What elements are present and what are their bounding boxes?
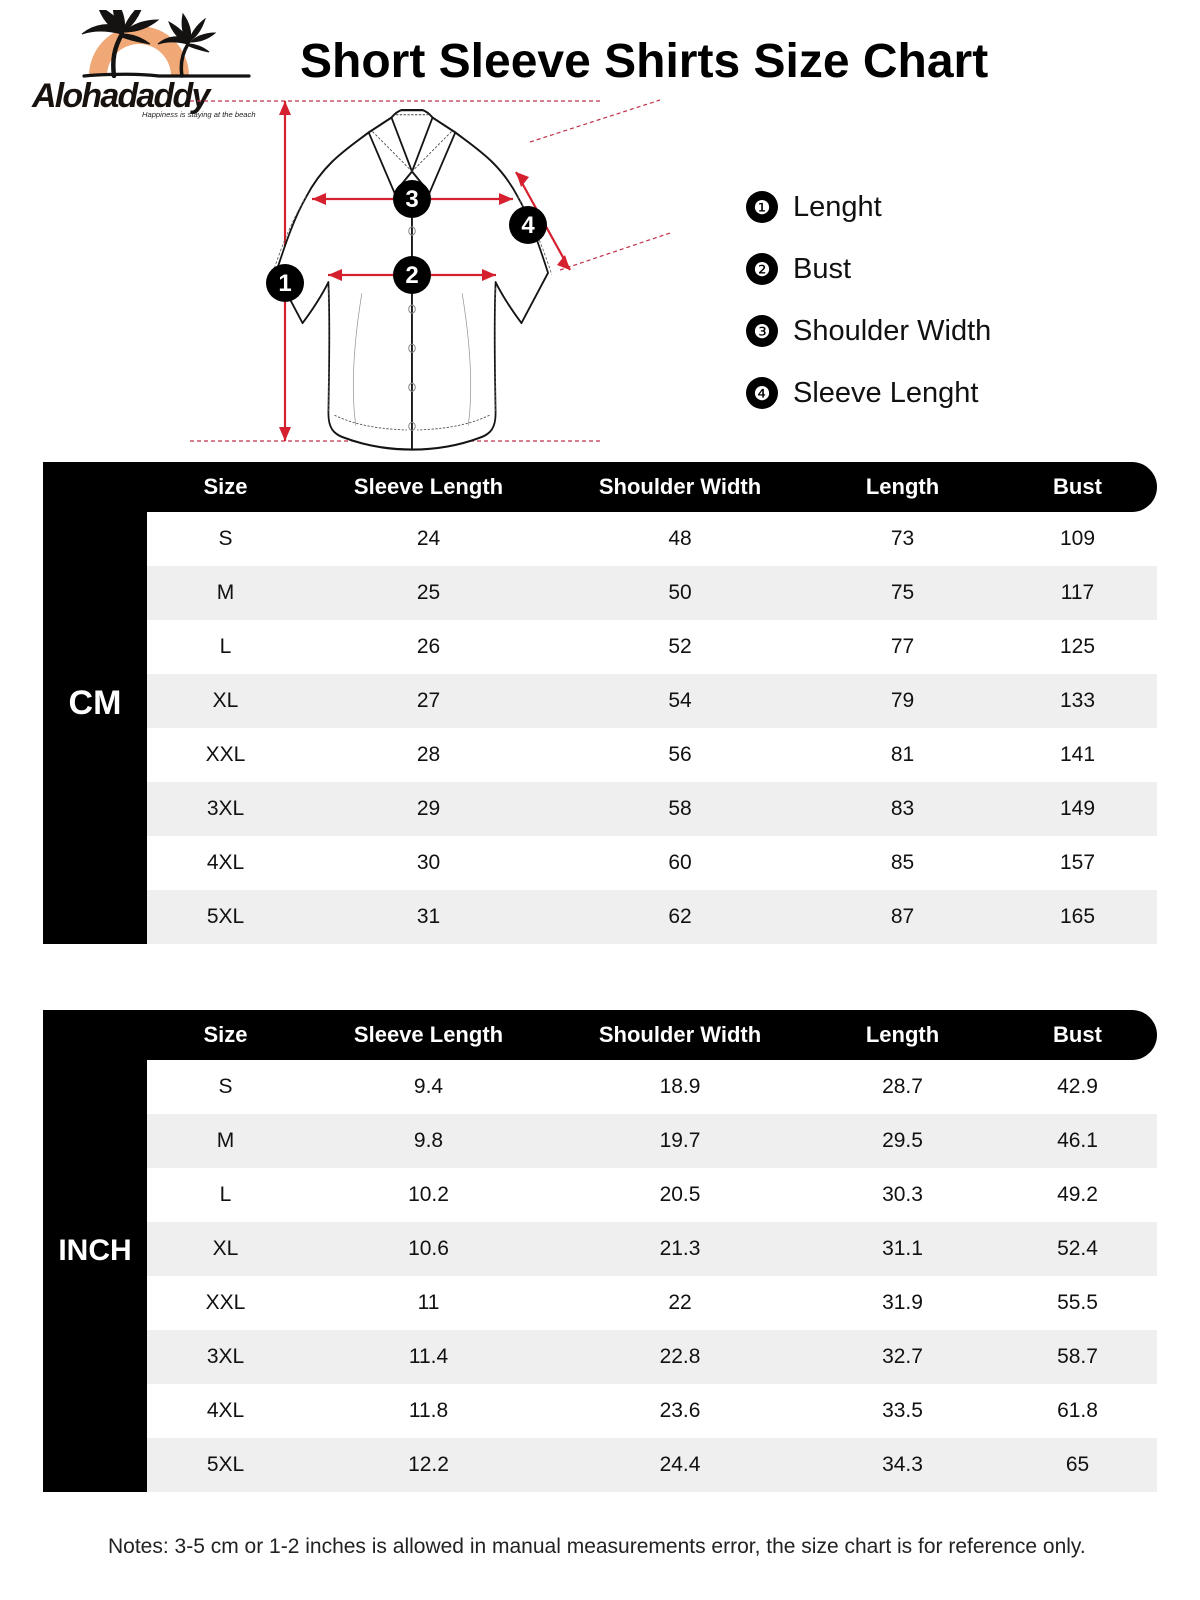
svg-text:❷: ❷ [753,260,770,281]
svg-text:4: 4 [521,212,535,239]
svg-text:❹: ❹ [753,384,770,405]
svg-text:1: 1 [278,270,291,297]
svg-text:2: 2 [405,262,418,289]
svg-text:❸: ❸ [753,322,770,343]
svg-text:❶: ❶ [753,198,770,219]
svg-text:3: 3 [405,186,418,213]
